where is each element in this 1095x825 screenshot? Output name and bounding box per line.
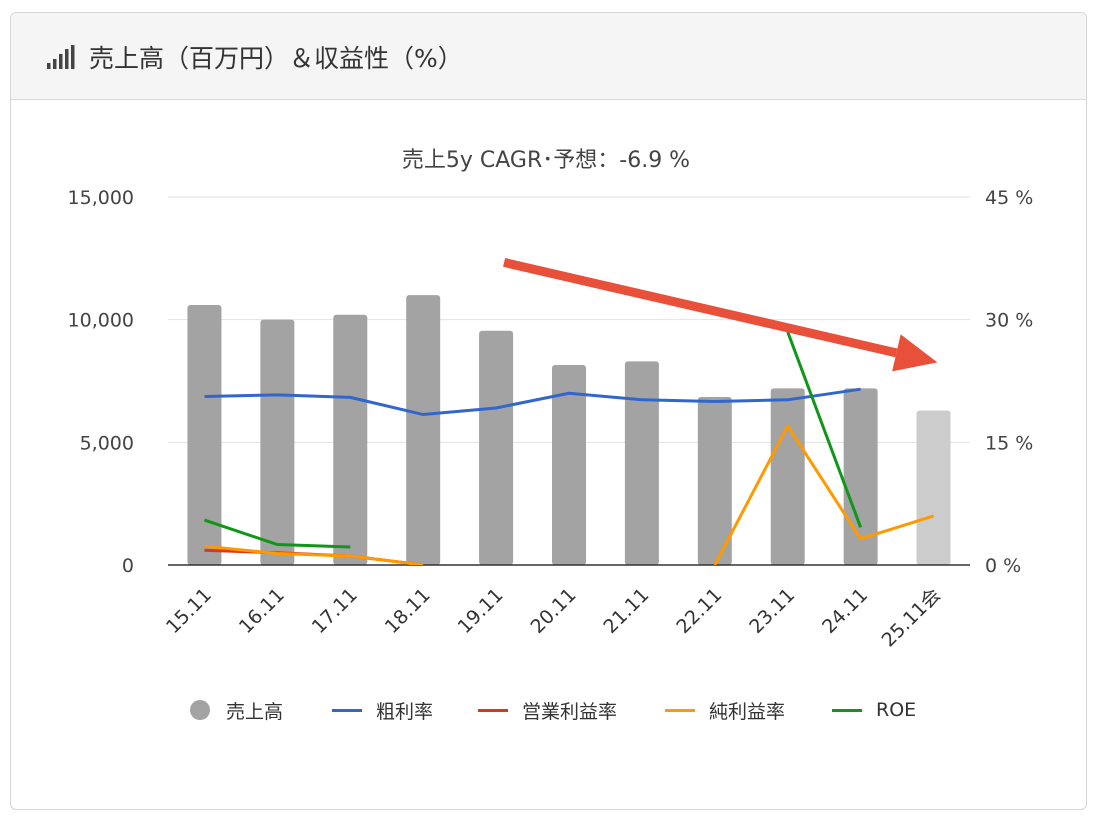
right-axis-tick-label: 45 % — [985, 187, 1033, 209]
card-title: 売上高（百万円）＆収益性（%） — [89, 44, 463, 73]
sales-bar — [916, 410, 951, 565]
legend-label: 営業利益率 — [522, 700, 618, 723]
sales-bar — [770, 388, 805, 565]
left-axis-tick-label: 5,000 — [80, 432, 134, 454]
sales-bar — [624, 361, 659, 565]
chart-legend: 売上高 粗利率 営業利益率 純利益率 ROE — [0, 690, 1095, 730]
legend-label: 粗利率 — [376, 700, 434, 723]
x-axis-tick-label: 18.11 — [381, 584, 435, 638]
sales-bar — [843, 388, 878, 565]
bar-signal-icon — [47, 45, 75, 69]
x-axis-tick-label: 23.11 — [745, 584, 799, 638]
x-axis-tick-label: 22.11 — [672, 584, 726, 638]
right-axis-tick-label: 30 % — [985, 310, 1033, 332]
x-axis-tick-label: 21.11 — [599, 584, 653, 638]
legend-item[interactable]: 営業利益率 — [478, 690, 617, 730]
sales-bar — [552, 365, 586, 565]
sales-bar — [406, 295, 441, 565]
x-axis-tick-label: 20.11 — [527, 584, 581, 638]
series-line-純利益率 — [204, 544, 424, 565]
series-line-営業利益率 — [204, 548, 424, 565]
legend-line-icon — [478, 708, 508, 712]
x-axis-tick-label: 15.11 — [162, 584, 216, 638]
sales-bar — [479, 330, 514, 565]
series-line-ROE — [786, 331, 863, 528]
legend-item[interactable]: ROE — [832, 690, 916, 730]
card-header: 売上高（百万円）＆収益性（%） — [11, 13, 1086, 100]
legend-line-icon — [832, 708, 862, 712]
series-line-粗利率 — [204, 387, 861, 417]
legend-dot-icon — [190, 700, 210, 720]
chart-title: 売上5y CAGR･予想：-6.9 % — [402, 148, 690, 173]
legend-item[interactable]: 売上高 — [190, 690, 283, 730]
x-axis-tick-label: 17.11 — [308, 584, 362, 638]
chart: 売上5y CAGR･予想：-6.9 % 15,000 10,000 5,000 0 45 … — [68, 148, 1034, 651]
legend-item[interactable]: 粗利率 — [332, 690, 433, 730]
legend-line-icon — [332, 708, 362, 712]
trend-arrow-head — [892, 334, 938, 372]
sales-bar — [697, 396, 732, 565]
legend-label: 売上高 — [226, 700, 284, 723]
right-axis-tick-label: 0 % — [985, 555, 1021, 577]
x-axis-tick-label: 19.11 — [454, 584, 508, 638]
series-line-純利益率 — [713, 424, 934, 565]
legend-item[interactable]: 純利益率 — [665, 690, 785, 730]
legend-line-icon — [665, 708, 695, 712]
left-axis-tick-label: 15,000 — [68, 187, 134, 209]
left-axis-tick-label: 0 — [122, 555, 134, 577]
sales-bar — [187, 304, 222, 565]
trend-arrow-shaft — [503, 258, 898, 358]
series-line-ROE — [203, 518, 351, 549]
left-axis-tick-label: 10,000 — [68, 310, 134, 332]
right-axis-tick-label: 15 % — [985, 432, 1033, 454]
legend-label: 純利益率 — [709, 700, 786, 723]
sales-bar — [260, 319, 295, 565]
sales-bar — [333, 314, 368, 565]
x-axis-tick-label: 16.11 — [235, 584, 289, 638]
legend-label: ROE — [876, 699, 917, 721]
x-axis-tick-label: 24.11 — [818, 584, 872, 638]
x-axis-tick-label: 25.11会 — [878, 584, 945, 651]
